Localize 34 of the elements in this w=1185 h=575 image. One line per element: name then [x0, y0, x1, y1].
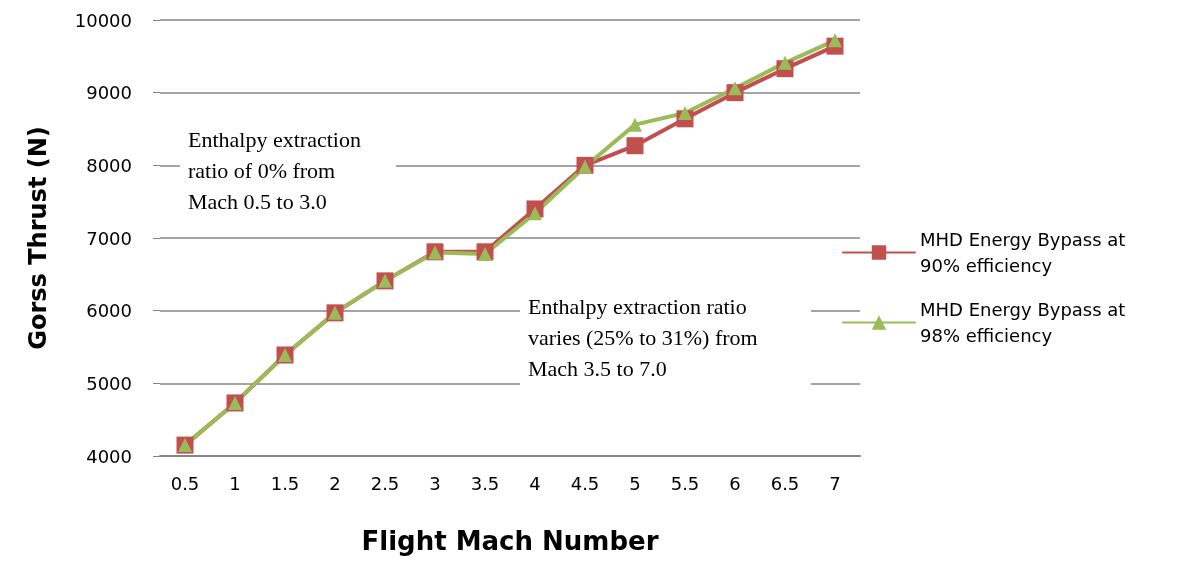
x-tick-label: 4.5 — [570, 472, 600, 494]
y-tick-label: 5000 — [86, 372, 132, 394]
x-axis-title: Flight Mach Number — [361, 526, 659, 556]
y-axis-title: Gorss Thrust (N) — [24, 126, 52, 350]
point — [628, 117, 642, 132]
point — [626, 137, 644, 155]
x-tick-label: 7 — [829, 472, 841, 494]
x-tick-label: 4 — [529, 472, 541, 494]
y-tick-label: 4000 — [86, 445, 132, 467]
point — [778, 55, 792, 70]
x-tick-label: 6.5 — [770, 472, 800, 494]
annotation: Enthalpy extraction ratio varies (25% to 31%) from Mach 3.5 to 7.0 — [528, 294, 764, 381]
x-tick-label: 3 — [429, 472, 441, 494]
legend-label: MHD Energy Bypass at 98% efficiency — [920, 299, 1132, 346]
point — [828, 33, 842, 48]
x-tick-label: 6 — [729, 472, 741, 494]
x-tick-label: 5.5 — [670, 472, 700, 494]
x-tick-label: 2 — [329, 472, 341, 494]
y-tick-label: 7000 — [86, 227, 132, 249]
x-tick-label: 1 — [229, 472, 241, 494]
legend-label: MHD Energy Bypass at 90% efficiency — [920, 229, 1132, 276]
y-tick-label: 8000 — [86, 154, 132, 176]
x-tick-label: 0.5 — [170, 472, 200, 494]
y-tick-label: 9000 — [86, 82, 132, 104]
x-tick-label: 3.5 — [470, 472, 500, 494]
y-tick-label: 10000 — [74, 9, 132, 31]
point — [678, 106, 692, 121]
annotation: Enthalpy extraction ratio of 0% from Mach 0.5 to 3.0 — [188, 127, 367, 214]
y-tick-label: 6000 — [86, 300, 132, 322]
point — [728, 81, 742, 96]
x-tick-label: 5 — [629, 472, 641, 494]
point — [528, 206, 542, 221]
x-tick-label: 1.5 — [270, 472, 300, 494]
x-tick-label: 2.5 — [370, 472, 400, 494]
